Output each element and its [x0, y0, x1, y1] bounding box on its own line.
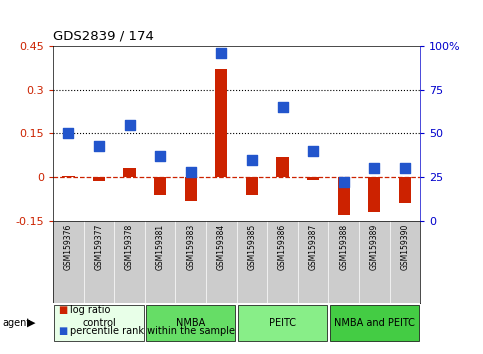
Point — [401, 166, 409, 171]
Bar — [124, 169, 136, 177]
Text: control: control — [82, 318, 116, 328]
Text: GSM159383: GSM159383 — [186, 223, 195, 270]
Text: NMBA: NMBA — [176, 318, 205, 328]
Text: GSM159384: GSM159384 — [217, 223, 226, 270]
Text: GSM159385: GSM159385 — [247, 223, 256, 270]
Point — [248, 157, 256, 162]
FancyBboxPatch shape — [238, 304, 327, 341]
Text: GSM159389: GSM159389 — [370, 223, 379, 270]
Text: NMBA and PEITC: NMBA and PEITC — [334, 318, 415, 328]
Text: GSM159376: GSM159376 — [64, 223, 73, 270]
Bar — [368, 177, 381, 212]
Text: GDS2839 / 174: GDS2839 / 174 — [53, 29, 154, 42]
Point — [187, 169, 195, 175]
Point — [279, 104, 286, 110]
Point — [340, 179, 348, 185]
Text: GSM159388: GSM159388 — [339, 223, 348, 269]
Text: agent: agent — [2, 318, 30, 328]
Point — [156, 153, 164, 159]
Bar — [154, 177, 166, 195]
Point — [126, 122, 133, 127]
Text: GSM159386: GSM159386 — [278, 223, 287, 270]
Bar — [93, 177, 105, 181]
Point — [65, 131, 72, 136]
Point — [95, 143, 103, 149]
Bar — [215, 69, 227, 177]
Text: GSM159377: GSM159377 — [95, 223, 103, 270]
Text: ▶: ▶ — [27, 318, 35, 328]
Point — [309, 148, 317, 154]
Text: GSM159390: GSM159390 — [400, 223, 410, 270]
Text: ■: ■ — [58, 326, 67, 336]
FancyBboxPatch shape — [330, 304, 419, 341]
FancyBboxPatch shape — [55, 304, 143, 341]
Text: GSM159378: GSM159378 — [125, 223, 134, 270]
FancyBboxPatch shape — [146, 304, 235, 341]
Bar — [276, 157, 289, 177]
Text: GSM159381: GSM159381 — [156, 223, 165, 269]
Bar — [246, 177, 258, 195]
Bar — [399, 177, 411, 204]
Text: PEITC: PEITC — [269, 318, 296, 328]
Point — [370, 166, 378, 171]
Text: ■: ■ — [58, 305, 67, 315]
Bar — [185, 177, 197, 200]
Bar — [338, 177, 350, 215]
Bar — [307, 177, 319, 180]
Text: GSM159387: GSM159387 — [309, 223, 318, 270]
Text: log ratio: log ratio — [70, 305, 111, 315]
Point — [217, 50, 225, 56]
Bar — [62, 176, 74, 177]
Text: percentile rank within the sample: percentile rank within the sample — [70, 326, 235, 336]
